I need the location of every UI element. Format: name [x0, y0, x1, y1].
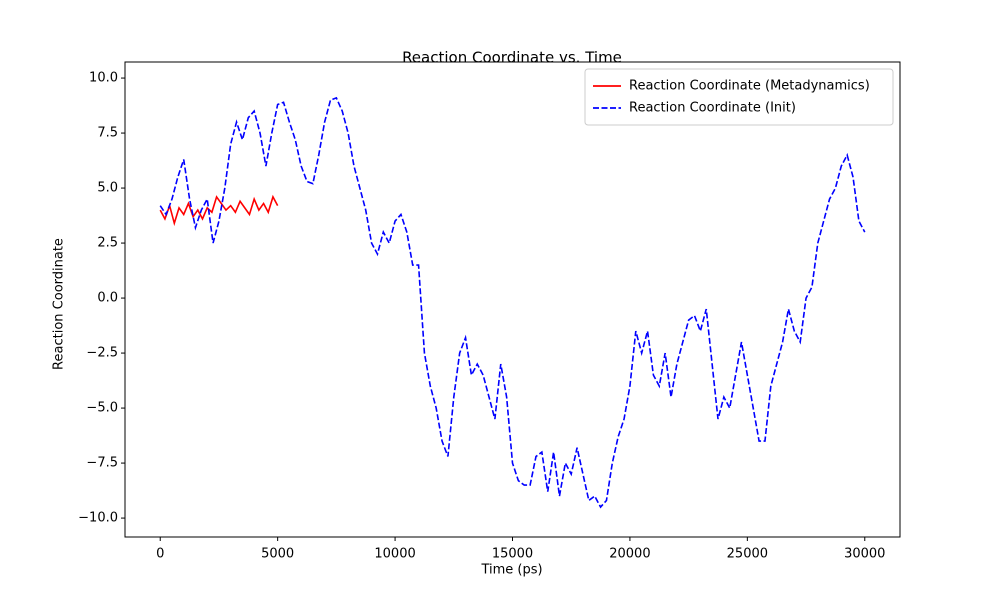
- y-tick-label: 10.0: [89, 71, 118, 86]
- y-tick-label: 0.0: [97, 291, 118, 306]
- series-line: [159, 96, 866, 509]
- x-tick-label: 10000: [374, 547, 415, 562]
- x-tick-label: 0: [156, 547, 164, 562]
- series-line: [159, 194, 279, 227]
- y-tick-label: −7.5: [86, 456, 118, 471]
- chart-title: Reaction Coordinate vs. Time: [402, 49, 622, 67]
- y-tick-label: −10.0: [78, 511, 118, 526]
- legend-box: [584, 68, 894, 126]
- y-tick-label: 7.5: [97, 126, 118, 141]
- y-axis-label: Reaction Coordinate: [52, 238, 67, 370]
- x-tick-label: 5000: [261, 547, 294, 562]
- legend-label: Reaction Coordinate (Init): [629, 101, 796, 116]
- x-tick-label: 15000: [492, 547, 533, 562]
- axes-frame: [124, 61, 901, 538]
- x-axis-label: Time (ps): [480, 563, 542, 578]
- x-tick-label: 25000: [727, 547, 768, 562]
- y-tick-label: 2.5: [97, 236, 118, 251]
- y-tick-label: −2.5: [86, 346, 118, 361]
- y-tick-label: 5.0: [97, 181, 118, 196]
- x-tick-label: 20000: [609, 547, 650, 562]
- legend-label: Reaction Coordinate (Metadynamics): [629, 79, 870, 94]
- x-tick-label: 30000: [844, 547, 885, 562]
- y-tick-label: −5.0: [86, 401, 118, 416]
